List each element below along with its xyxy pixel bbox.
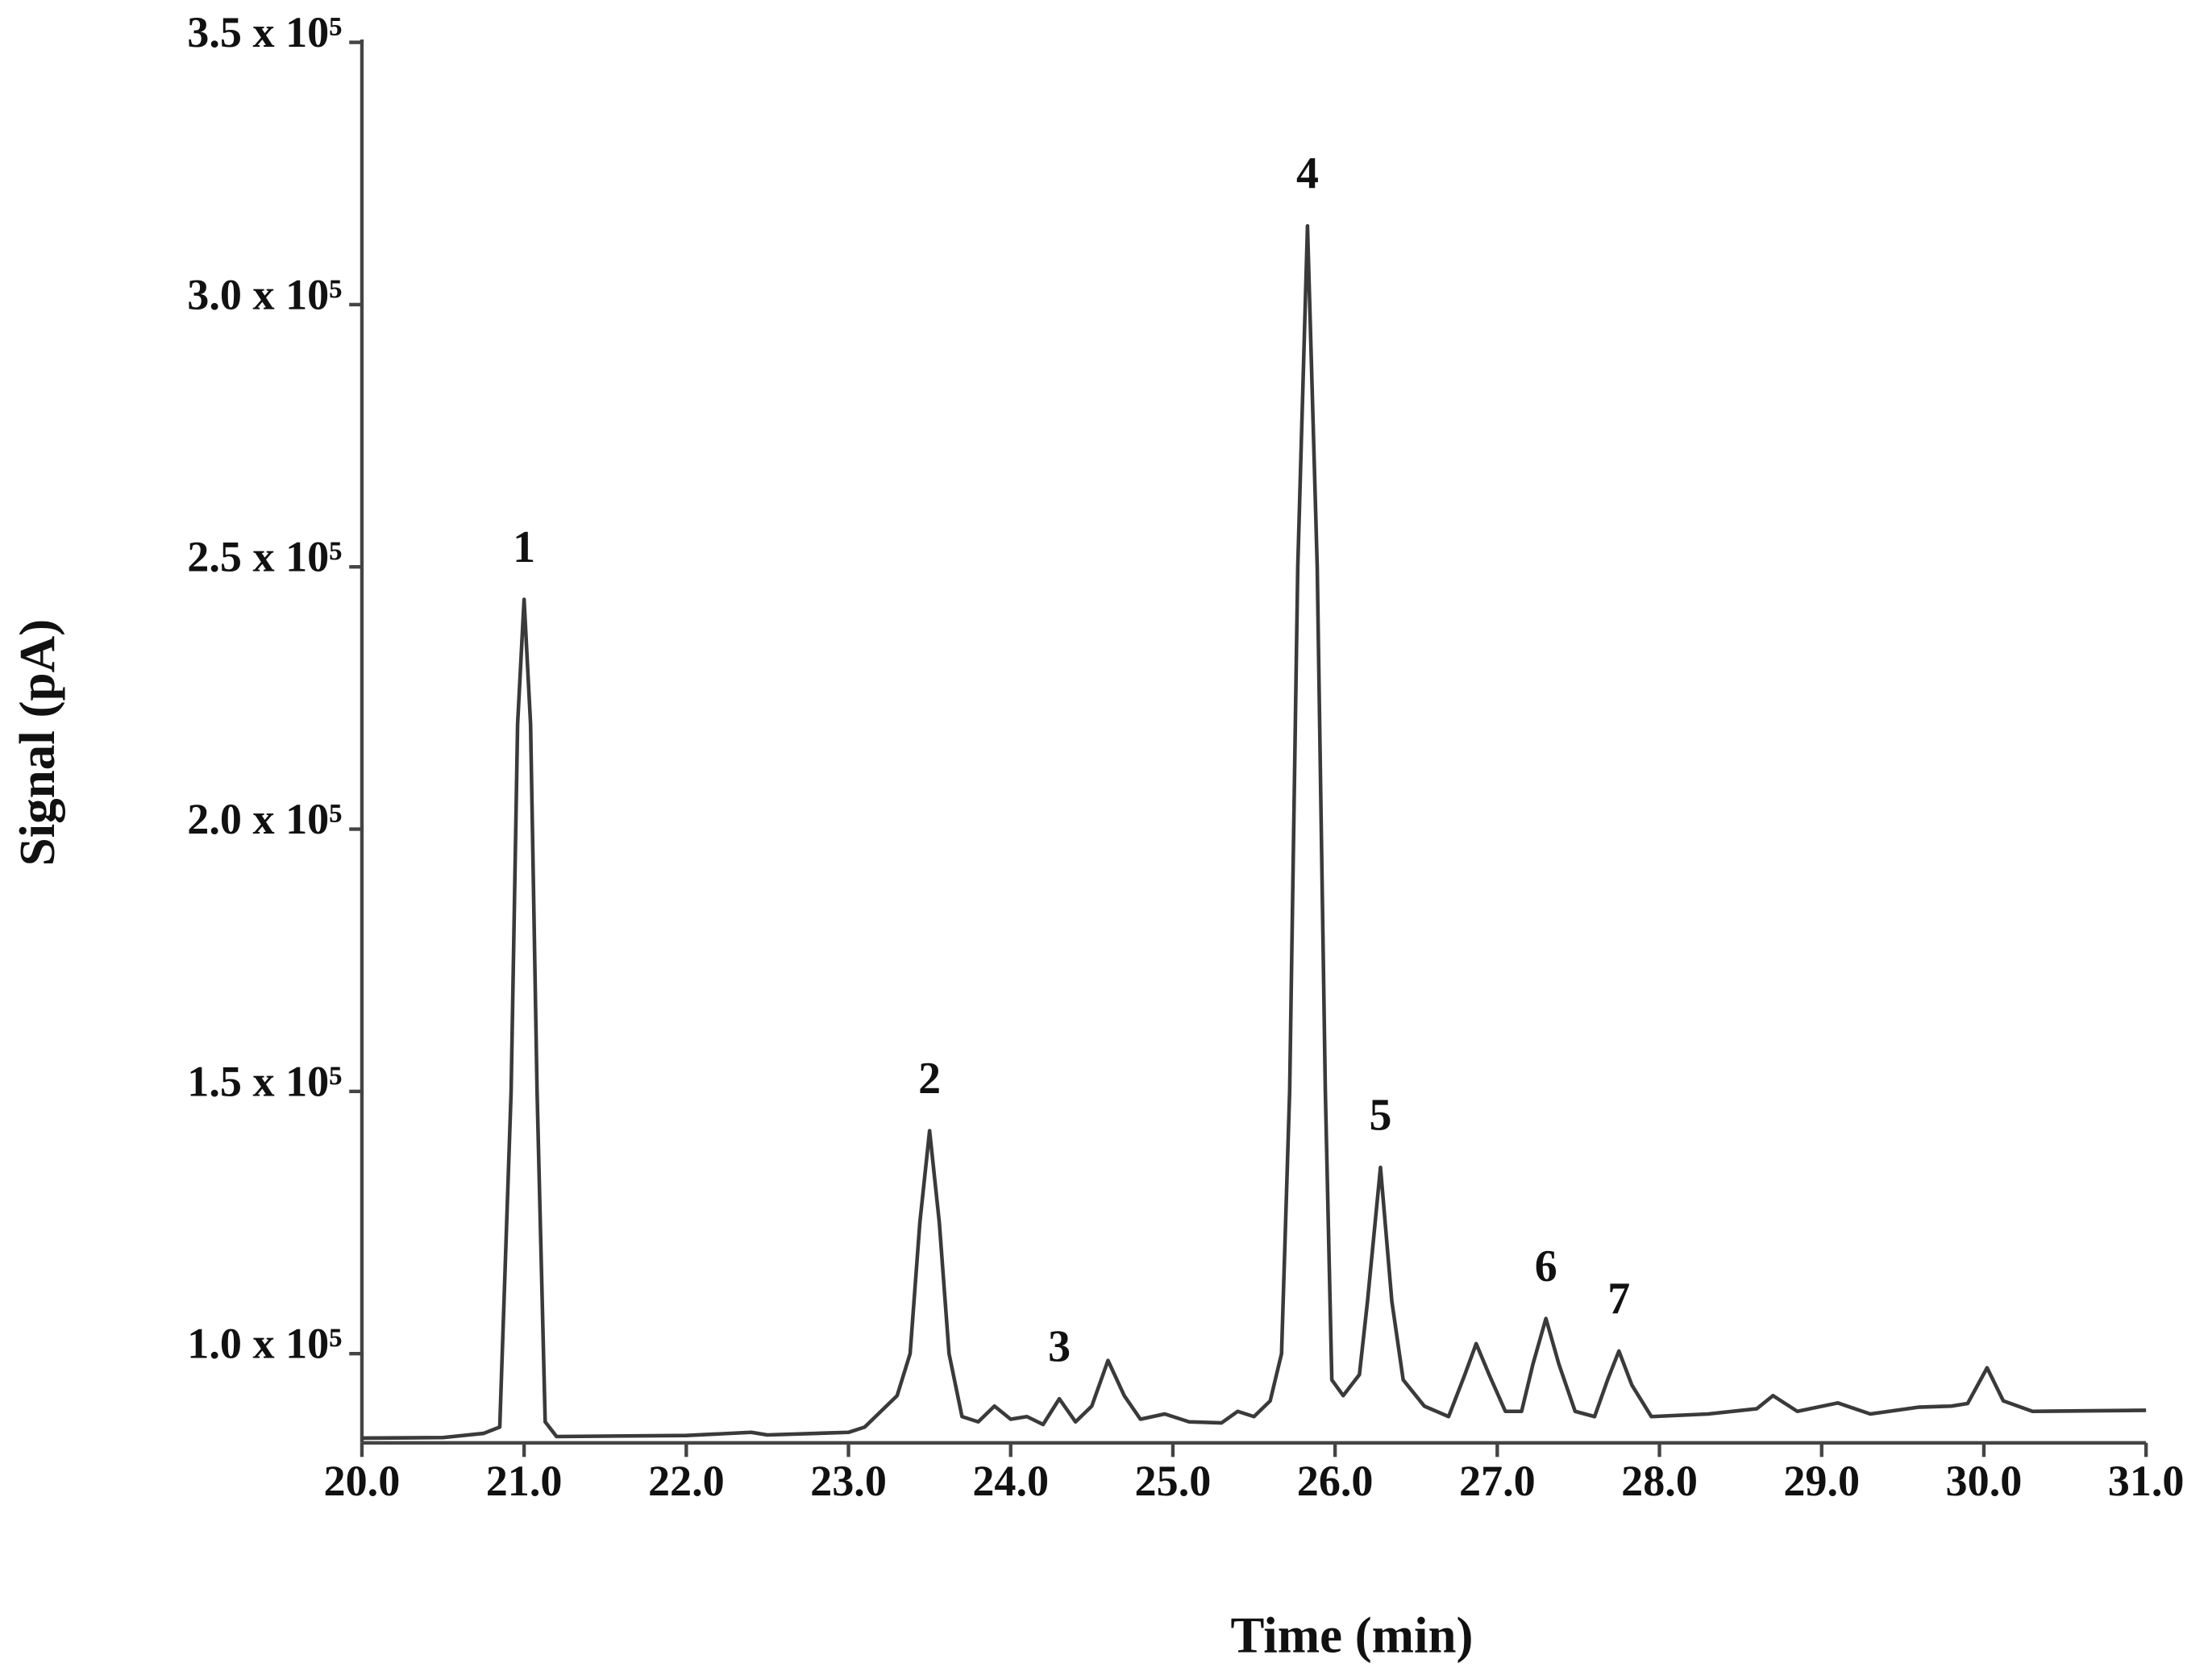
x-tick-label: 30.0 <box>1946 1457 2023 1505</box>
x-tick-label: 24.0 <box>972 1457 1049 1505</box>
peak-label: 2 <box>918 1054 941 1104</box>
x-axis-title: Time (min) <box>1230 1607 1473 1663</box>
y-tick-label: 1.5 x 10⁵ <box>187 1057 342 1105</box>
x-tick-label: 23.0 <box>810 1457 887 1505</box>
y-tick-label: 1.0 x 10⁵ <box>187 1320 342 1368</box>
peak-label: 3 <box>1048 1321 1071 1371</box>
x-tick-label: 28.0 <box>1621 1457 1698 1505</box>
x-tick-label: 29.0 <box>1783 1457 1860 1505</box>
peak-label: 7 <box>1607 1274 1630 1324</box>
peak-label: 5 <box>1369 1090 1391 1140</box>
y-tick-label: 2.5 x 10⁵ <box>187 533 342 581</box>
signal-line <box>361 223 2147 1441</box>
x-tick-label: 20.0 <box>324 1457 401 1505</box>
peak-label: 1 <box>513 522 535 572</box>
x-tick-label: 22.0 <box>648 1457 725 1505</box>
x-tick-label: 21.0 <box>486 1457 563 1505</box>
y-tick-label: 2.0 x 10⁵ <box>187 795 342 843</box>
y-tick-label: 3.0 x 10⁵ <box>187 270 342 318</box>
x-tick-label: 26.0 <box>1297 1457 1374 1505</box>
x-tick-label: 27.0 <box>1459 1457 1536 1505</box>
y-tick-label: 3.5 x 10⁵ <box>187 8 342 56</box>
x-tick-label: 31.0 <box>2108 1457 2185 1505</box>
x-tick-label: 25.0 <box>1135 1457 1212 1505</box>
peak-label: 4 <box>1296 149 1319 199</box>
peak-label: 6 <box>1535 1241 1557 1291</box>
y-axis-title: Signal (pA) <box>9 619 65 866</box>
